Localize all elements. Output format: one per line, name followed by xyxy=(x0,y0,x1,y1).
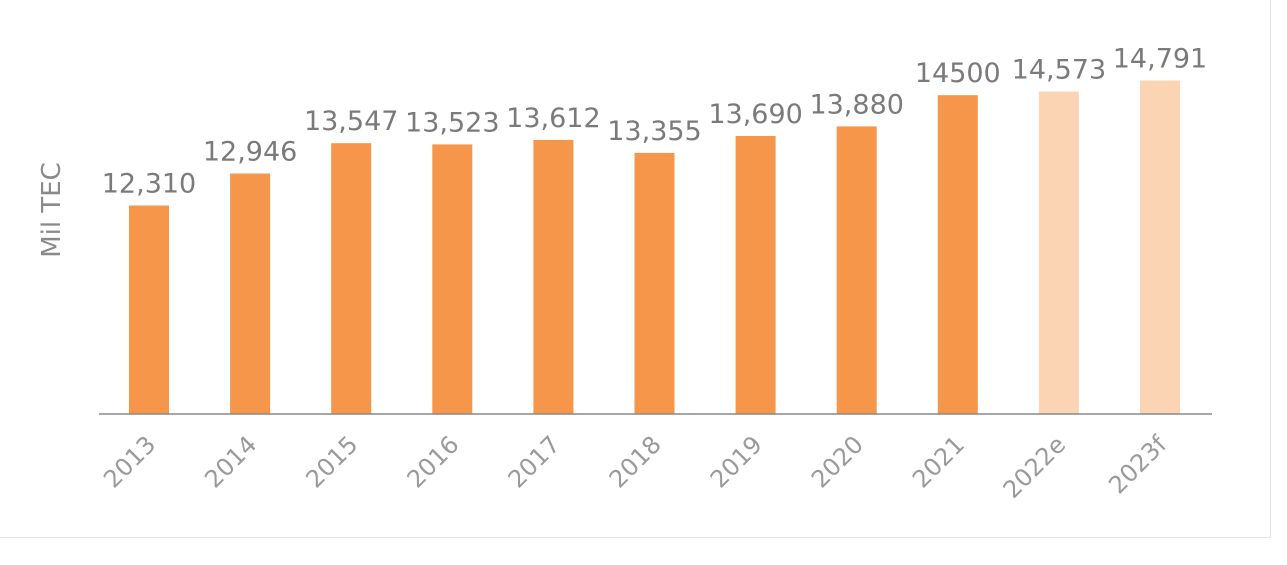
data-label-2023f: 14,791 xyxy=(1113,44,1207,75)
bar-2016 xyxy=(432,144,473,414)
chart-card: Mil TEC 12,310 12,946 13,547 13,523 13,612 13… xyxy=(0,0,1271,538)
x-tick-label-2022e: 2022e xyxy=(998,430,1071,503)
bar-2022e xyxy=(1038,91,1079,414)
bar-2019 xyxy=(735,136,776,414)
x-tick-label-2018: 2018 xyxy=(604,430,667,493)
data-label-2022e: 14,573 xyxy=(1012,55,1106,86)
bar-2014 xyxy=(230,173,271,414)
x-tick-label-2017: 2017 xyxy=(503,430,566,493)
bar-2015 xyxy=(331,143,372,414)
data-label-2017: 13,612 xyxy=(506,103,600,134)
x-tick-label-2023f: 2023f xyxy=(1103,430,1172,499)
x-tick-label-2020: 2020 xyxy=(806,430,869,493)
bar-2023f xyxy=(1140,80,1180,414)
data-label-2015: 13,547 xyxy=(304,106,398,137)
x-tick-label-2016: 2016 xyxy=(402,430,465,493)
x-tick-label-2013: 2013 xyxy=(98,430,161,493)
bar-2021 xyxy=(937,95,978,414)
data-label-2019: 13,690 xyxy=(708,99,802,130)
data-label-2021: 14500 xyxy=(915,58,1001,89)
x-tick-labels-group: 2013 2014 2015 2016 2017 2018 2019 2020 2021 2022… xyxy=(98,430,1172,504)
bar-2018 xyxy=(634,152,675,414)
bar-2013 xyxy=(129,205,169,414)
data-label-2020: 13,880 xyxy=(809,89,903,120)
x-tick-label-2019: 2019 xyxy=(705,430,768,493)
bar-2020 xyxy=(836,126,877,415)
x-tick-label-2021: 2021 xyxy=(907,430,970,493)
bars-group xyxy=(129,80,1180,415)
data-label-2016: 13,523 xyxy=(405,107,499,138)
data-label-2018: 13,355 xyxy=(607,116,701,147)
x-tick-label-2014: 2014 xyxy=(199,430,262,493)
data-label-2013: 12,310 xyxy=(102,169,196,200)
y-axis-label: Mil TEC xyxy=(37,162,67,258)
x-tick-label-2015: 2015 xyxy=(300,430,363,493)
bar-2017 xyxy=(533,139,574,414)
data-label-2014: 12,946 xyxy=(203,137,297,168)
